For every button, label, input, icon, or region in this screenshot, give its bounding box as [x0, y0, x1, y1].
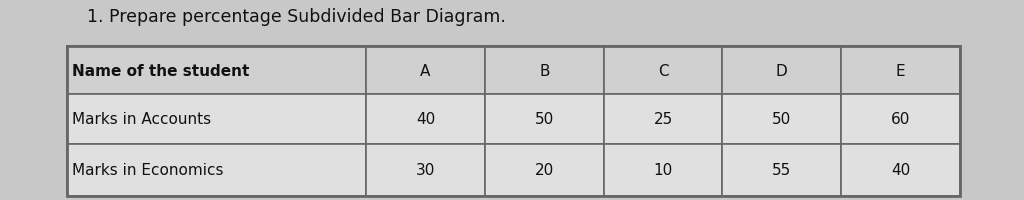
Bar: [367, 144, 485, 196]
Bar: [67, 95, 367, 144]
Bar: [485, 95, 604, 144]
Bar: [67, 47, 961, 196]
Bar: [723, 47, 842, 95]
Bar: [367, 47, 485, 95]
Bar: [485, 47, 604, 95]
Text: 40: 40: [416, 112, 435, 127]
Bar: [842, 144, 961, 196]
Bar: [604, 47, 723, 95]
Text: C: C: [657, 63, 669, 78]
Text: B: B: [539, 63, 550, 78]
Text: Marks in Accounts: Marks in Accounts: [72, 112, 211, 127]
Text: 10: 10: [653, 163, 673, 178]
Text: 1. Prepare percentage Subdivided Bar Diagram.: 1. Prepare percentage Subdivided Bar Dia…: [87, 8, 506, 26]
Text: 50: 50: [535, 112, 554, 127]
Text: 25: 25: [653, 112, 673, 127]
Bar: [842, 47, 961, 95]
Bar: [723, 144, 842, 196]
Text: Name of the student: Name of the student: [72, 63, 250, 78]
Text: 60: 60: [891, 112, 910, 127]
Text: D: D: [776, 63, 787, 78]
Text: E: E: [896, 63, 905, 78]
Bar: [67, 144, 367, 196]
Text: 30: 30: [416, 163, 435, 178]
Text: 20: 20: [535, 163, 554, 178]
Text: A: A: [421, 63, 431, 78]
Bar: [67, 47, 367, 95]
Bar: [485, 144, 604, 196]
Text: Marks in Economics: Marks in Economics: [72, 163, 223, 178]
Text: 55: 55: [772, 163, 792, 178]
Bar: [842, 95, 961, 144]
Bar: [604, 144, 723, 196]
Text: 50: 50: [772, 112, 792, 127]
Bar: [604, 95, 723, 144]
Bar: [367, 95, 485, 144]
Text: 40: 40: [891, 163, 910, 178]
Bar: [723, 95, 842, 144]
